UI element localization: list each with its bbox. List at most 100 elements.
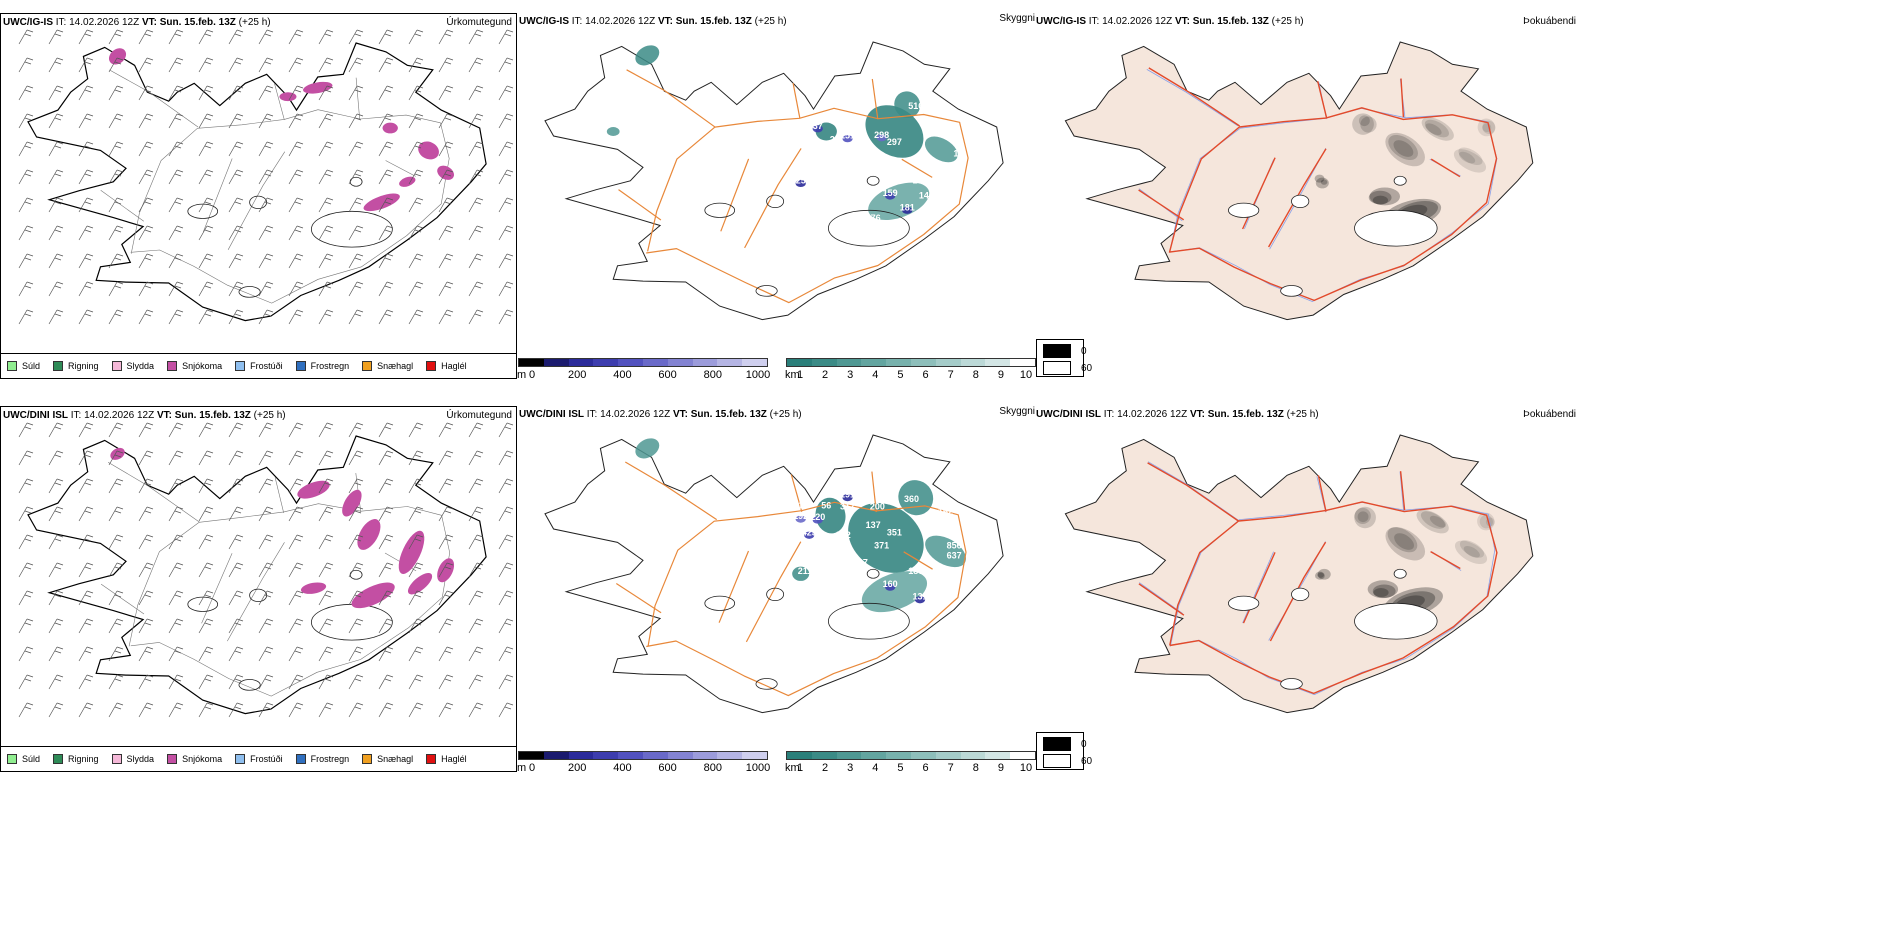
legend-swatch	[235, 361, 246, 371]
visibility-value-label: 220	[810, 512, 825, 522]
vt-value: Sun. 15.feb. 13Z	[690, 409, 767, 420]
it-value: 14.02.2026 12Z	[1102, 16, 1173, 27]
visibility-value-label: 281	[844, 581, 859, 591]
visibility-value-label: 371	[874, 541, 889, 551]
visibility-value-label: 12	[953, 149, 963, 159]
legend-swatch	[111, 361, 122, 371]
legend-swatch	[167, 361, 178, 371]
legend-item: Haglél	[426, 361, 467, 371]
legend-item: Frostúði	[235, 361, 283, 371]
visibility-map: 360 191 418 56 317 200 162 192 220 137 351 423 302 37…	[544, 434, 1004, 714]
colorbar-tick: 400	[613, 369, 632, 381]
visibility-value-label: 387	[853, 558, 868, 568]
colorbar-tick: 9	[997, 369, 1004, 381]
colorbar-tick: 600	[658, 762, 677, 774]
cloud-cover-map	[1064, 41, 1534, 321]
legend-item: Snjókoma	[167, 361, 222, 371]
colorbar-tick: 4	[872, 369, 879, 381]
colorbar-tick: 5	[897, 369, 904, 381]
visibility-value-label: 25	[796, 175, 806, 185]
visibility-value-label: 637	[947, 551, 962, 561]
model-name: UWC/IG-IS	[3, 17, 53, 28]
it-label: IT:	[1103, 409, 1115, 420]
visibility-value-label: 351	[887, 527, 902, 537]
panel-title: Skyggni	[999, 13, 1035, 24]
visibility-value-label: 159	[883, 188, 898, 198]
panel-header: UWC/IG-IS IT: 14.02.2026 12Z VT: Sun. 15…	[519, 16, 1033, 28]
visibility-value-label: 131	[912, 592, 927, 602]
legend-item: Snjókoma	[167, 754, 222, 764]
legend-item: Frostúði	[235, 754, 283, 764]
lead-time: (+25 h)	[1271, 16, 1304, 27]
cover-legend-swatch	[1043, 737, 1071, 751]
visibility-value-label: 418	[793, 500, 808, 510]
colorbar-tick: 3	[847, 369, 854, 381]
legend-item: Súld	[7, 361, 40, 371]
colorbar-unit: km	[785, 762, 800, 774]
it-label: IT:	[586, 409, 598, 420]
colorbar-tick: 2	[822, 762, 829, 774]
visibility-value-label: 191	[840, 490, 855, 500]
visibility-value-label: 61	[949, 164, 959, 174]
lead-time: (+25 h)	[754, 16, 787, 27]
lead-time: (+25 h)	[253, 410, 286, 421]
colorbar-tick: 1	[796, 369, 804, 381]
legend-label: Snjókoma	[182, 361, 223, 371]
cover-legend-value: 60	[1081, 755, 1093, 767]
cloud-cover-panel-1: UWC/IG-IS IT: 14.02.2026 12Z VT: Sun. 15…	[1036, 13, 1576, 379]
cover-legend-value: 60	[1081, 362, 1093, 374]
colorbar-tick: 800	[703, 369, 722, 381]
colorbar-tick: 200	[568, 369, 587, 381]
legend-swatch	[295, 754, 306, 764]
legend-label: Frostregn	[310, 361, 350, 371]
visibility-value-label: 181	[900, 202, 915, 212]
it-value: 14.02.2026 12Z	[69, 17, 140, 28]
legend-label: Slydda	[126, 754, 155, 764]
cover-legend-item: 0	[1043, 737, 1087, 751]
legend-item: Haglél	[426, 754, 467, 764]
vt-label: VT:	[657, 16, 673, 27]
colorbar-tick: 8	[972, 369, 979, 381]
cloud-cover-map	[1064, 434, 1534, 714]
vt-label: VT:	[156, 410, 172, 421]
vt-label: VT:	[1174, 16, 1190, 27]
model-name: UWC/IG-IS	[519, 16, 569, 27]
lead-time: (+25 h)	[769, 409, 802, 420]
visibility-value-label: 163	[912, 175, 927, 185]
colorbar-tick: 1000	[745, 369, 771, 381]
colorbar-tick: 6	[922, 762, 929, 774]
visibility-value-label: 187	[908, 566, 923, 576]
visibility-colorbar: km 1 2 3 4 5 6 7 8 9 10	[785, 358, 1036, 381]
legend-label: Frostregn	[310, 754, 350, 764]
visibility-value-label: 302	[836, 530, 851, 540]
cover-legend-swatch	[1043, 361, 1071, 375]
panel-title: Úrkomutegund	[446, 410, 512, 421]
cover-legend-swatch	[1043, 754, 1071, 768]
cloud-cover-panel-2: UWC/DINI ISL IT: 14.02.2026 12Z VT: Sun.…	[1036, 406, 1576, 772]
legend-label: Snæhagl	[377, 754, 414, 764]
vt-value: Sun. 15.feb. 13Z	[1192, 16, 1269, 27]
colorbar-tick: 4	[872, 762, 879, 774]
visibility-value-label: 160	[883, 579, 898, 589]
colorbar-unit: m	[517, 369, 527, 381]
legend-item: Slydda	[111, 754, 155, 764]
visibility-panel-2: UWC/DINI ISL IT: 14.02.2026 12Z VT: Sun.…	[517, 406, 1036, 774]
vt-label: VT:	[1189, 409, 1205, 420]
legend-item: Frostregn	[295, 754, 350, 764]
visibility-value-label: 317	[840, 501, 855, 511]
panel-header: UWC/DINI ISL IT: 14.02.2026 12Z VT: Sun.…	[1036, 409, 1572, 421]
precip-type-panel-2: UWC/DINI ISL IT: 14.02.2026 12Z VT: Sun.…	[0, 406, 517, 772]
legend-swatch	[362, 754, 373, 764]
visibility-value-label: 318	[853, 98, 868, 108]
precip-type-map	[18, 29, 514, 325]
precip-type-map	[18, 422, 514, 718]
visibility-value-label: 423	[802, 527, 817, 537]
visibility-colorbar: km 1 2 3 4 5 6 7 8 9 10	[785, 751, 1036, 774]
visibility-value-label: 217	[849, 190, 864, 200]
visibility-value-label: 145	[919, 191, 934, 201]
legend-label: Rigning	[68, 361, 99, 371]
visibility-value-label: 192	[793, 511, 808, 521]
visibility-value-label: 297	[887, 137, 902, 147]
legend-label: Frostúði	[250, 754, 283, 764]
colorbar-tick: 9	[997, 762, 1004, 774]
